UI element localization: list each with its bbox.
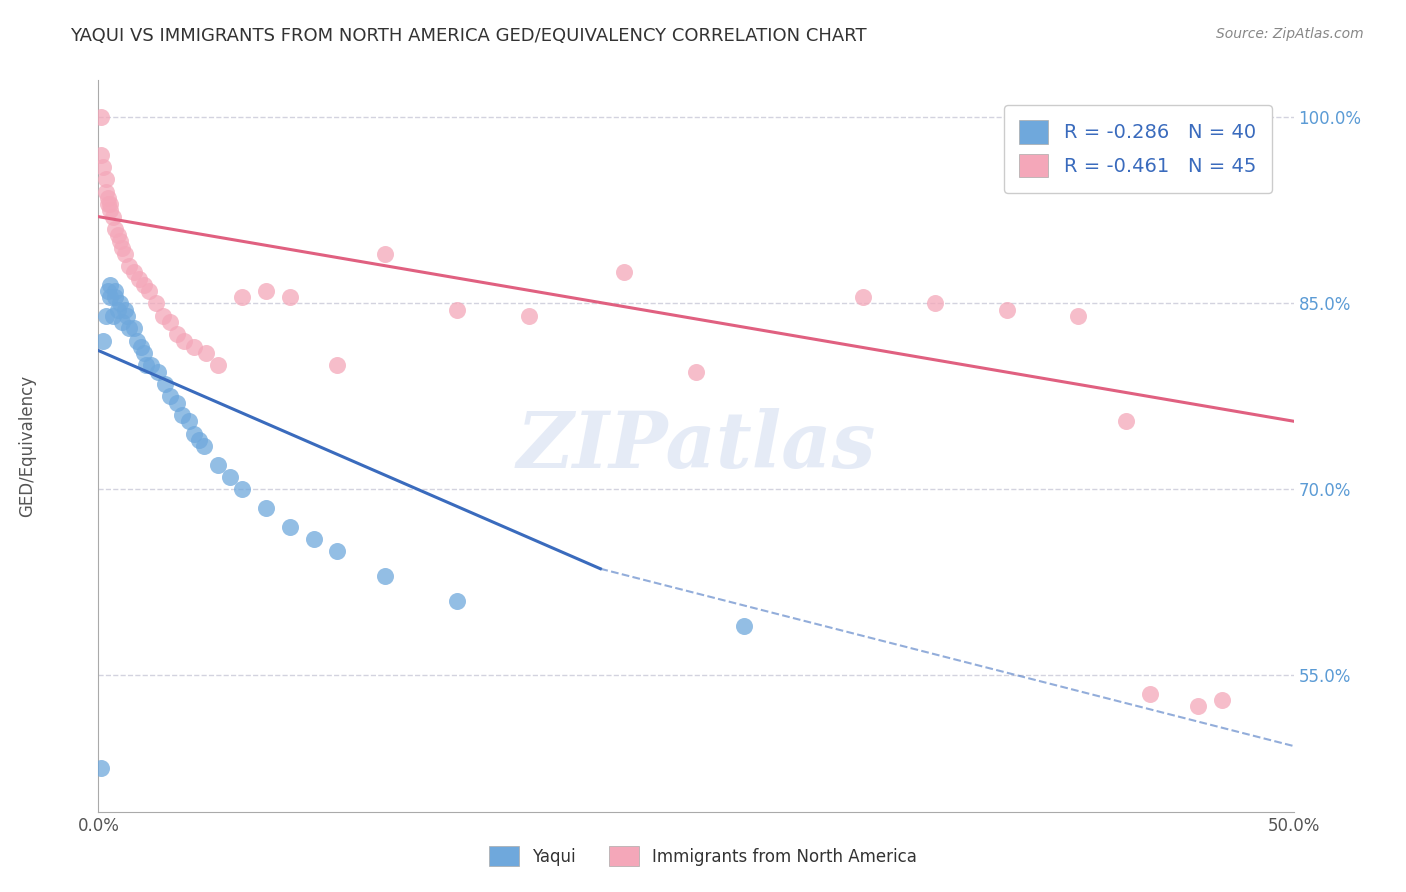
Point: [278, 519, 301, 533]
Point: [111, 315, 134, 329]
Point: [193, 439, 215, 453]
Point: [98, 290, 122, 304]
Point: [995, 302, 1018, 317]
Point: [172, 408, 194, 422]
Point: [139, 359, 162, 373]
Point: [195, 346, 218, 360]
Point: [98, 203, 122, 218]
Point: [111, 241, 134, 255]
Point: [90, 147, 112, 161]
Point: [91, 334, 114, 348]
Point: [446, 594, 468, 608]
Point: [1211, 693, 1233, 707]
Point: [254, 500, 277, 515]
Legend: R = -0.286   N = 40, R = -0.461   N = 45: R = -0.286 N = 40, R = -0.461 N = 45: [1004, 104, 1272, 193]
Point: [231, 483, 253, 497]
Point: [108, 296, 131, 310]
Point: [613, 265, 636, 279]
Point: [1115, 414, 1137, 428]
Point: [132, 346, 155, 360]
Point: [1139, 687, 1161, 701]
Point: [118, 321, 141, 335]
Point: [115, 309, 138, 323]
Point: [219, 470, 242, 484]
Point: [118, 259, 141, 273]
Point: [326, 544, 349, 558]
Point: [1067, 309, 1090, 323]
Point: [183, 340, 205, 354]
Point: [104, 284, 127, 298]
Point: [107, 228, 129, 243]
Point: [98, 197, 122, 211]
Point: [207, 359, 229, 373]
Legend: Yaqui, Immigrants from North America: Yaqui, Immigrants from North America: [481, 838, 925, 875]
Point: [374, 247, 396, 261]
Point: [173, 334, 195, 348]
Point: [101, 210, 124, 224]
Point: [924, 296, 946, 310]
Point: [97, 191, 120, 205]
Point: [97, 197, 120, 211]
Point: [94, 185, 117, 199]
Point: [187, 433, 209, 447]
Point: [128, 271, 150, 285]
Point: [231, 290, 253, 304]
Text: Source: ZipAtlas.com: Source: ZipAtlas.com: [1216, 27, 1364, 41]
Point: [166, 327, 188, 342]
Point: [98, 277, 122, 292]
Point: [108, 235, 131, 249]
Point: [138, 284, 160, 298]
Point: [114, 247, 136, 261]
Point: [155, 377, 177, 392]
Point: [159, 315, 181, 329]
Point: [446, 302, 468, 317]
Point: [135, 359, 157, 373]
Point: [90, 761, 112, 775]
Point: [94, 172, 117, 186]
Point: [207, 458, 229, 472]
Point: [1187, 699, 1209, 714]
Point: [179, 414, 201, 428]
Point: [152, 309, 174, 323]
Point: [124, 321, 146, 335]
Point: [132, 277, 155, 292]
Point: [124, 265, 146, 279]
Point: [326, 359, 349, 373]
Point: [101, 309, 124, 323]
Point: [166, 395, 188, 409]
Point: [374, 569, 396, 583]
Point: [278, 290, 301, 304]
Text: YAQUI VS IMMIGRANTS FROM NORTH AMERICA GED/EQUIVALENCY CORRELATION CHART: YAQUI VS IMMIGRANTS FROM NORTH AMERICA G…: [70, 27, 868, 45]
Point: [733, 619, 755, 633]
Point: [254, 284, 277, 298]
Point: [97, 284, 120, 298]
Point: [104, 222, 127, 236]
Point: [148, 365, 170, 379]
Point: [852, 290, 875, 304]
Y-axis label: GED/Equivalency: GED/Equivalency: [18, 375, 37, 517]
Text: ZIPatlas: ZIPatlas: [516, 408, 876, 484]
Point: [94, 309, 117, 323]
Point: [159, 389, 181, 403]
Point: [107, 302, 129, 317]
Point: [183, 426, 205, 441]
Point: [685, 365, 707, 379]
Point: [90, 111, 112, 125]
Point: [131, 340, 153, 354]
Point: [91, 160, 114, 174]
Point: [104, 290, 127, 304]
Point: [125, 334, 148, 348]
Point: [517, 309, 540, 323]
Point: [145, 296, 167, 310]
Point: [114, 302, 136, 317]
Point: [302, 532, 325, 546]
